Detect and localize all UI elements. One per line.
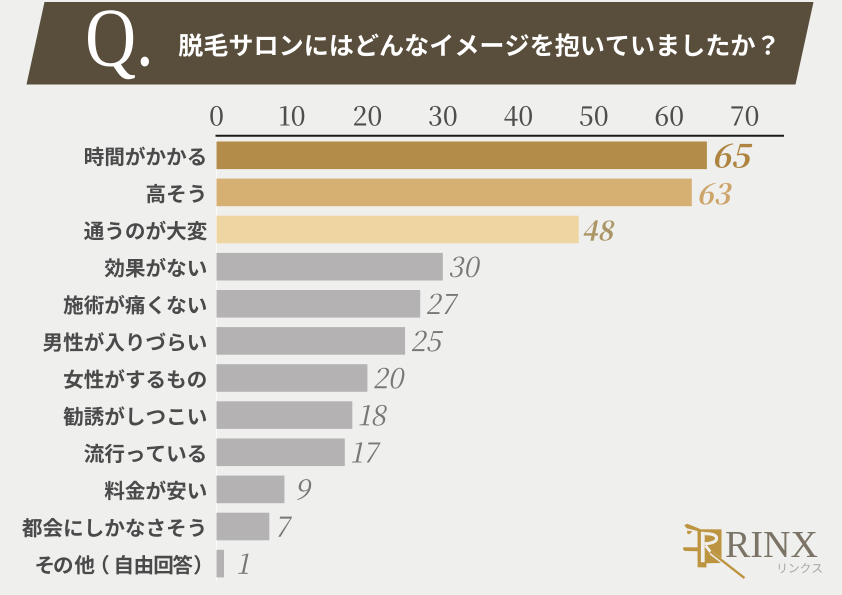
svg-text:RINX: RINX — [725, 524, 818, 566]
svg-text:Q.: Q. — [85, 0, 154, 84]
